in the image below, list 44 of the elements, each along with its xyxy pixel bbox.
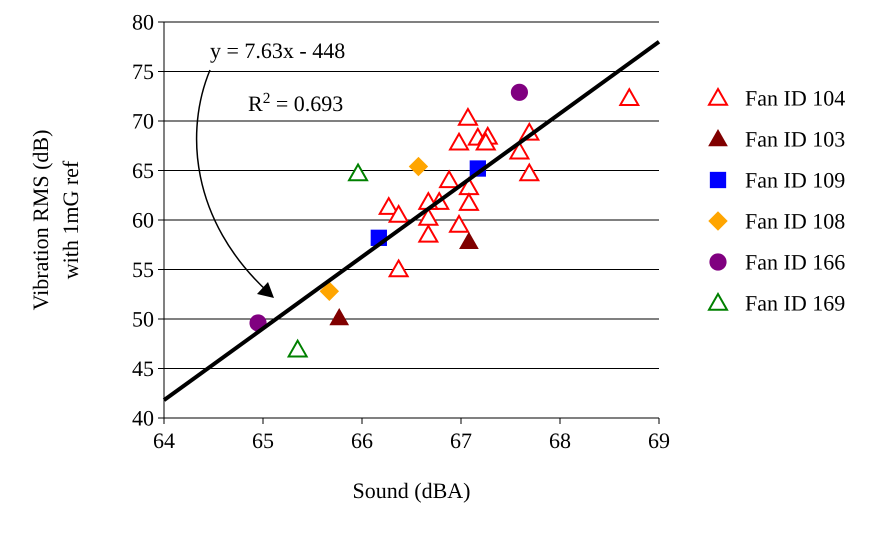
x-tick-label: 67: [450, 428, 472, 453]
y-tick-label: 45: [132, 356, 154, 382]
point: [449, 214, 470, 233]
annotation: y = 7.63x - 448: [210, 38, 346, 63]
x-tick-label: 64: [153, 428, 175, 453]
legend-label: Fan ID 104: [745, 86, 846, 111]
annotation: R$^{2}$ = 0.693: [248, 90, 344, 116]
point: [418, 224, 438, 243]
y-tick-label: 40: [132, 406, 154, 431]
x-tick-label: 69: [648, 428, 670, 453]
point: [458, 108, 478, 126]
x-tick-label: 66: [351, 428, 373, 453]
legend-label: Fan ID 169: [745, 290, 846, 316]
y-tick-label: 60: [132, 208, 154, 233]
point: [619, 88, 640, 106]
y-tick-label: 55: [132, 257, 154, 282]
point: [330, 308, 349, 326]
point: [418, 208, 438, 226]
point: [449, 132, 470, 151]
x-axis-title: Sound (dBA): [352, 478, 470, 503]
y-axis-title: Vibration RMS (dB) with 1mG ref: [28, 130, 83, 310]
point: [519, 163, 540, 182]
legend-label: Fan ID 109: [745, 168, 846, 193]
legend-label: Fan ID 166: [745, 250, 846, 275]
point: [348, 163, 368, 182]
point: [476, 132, 496, 151]
y-tick-label: 80: [132, 10, 154, 35]
point: [459, 232, 478, 250]
point: [320, 282, 339, 301]
point: [510, 84, 528, 101]
y-tick-label: 70: [132, 108, 154, 134]
legend-label: Fan ID 103: [745, 126, 846, 152]
point: [288, 340, 308, 358]
legend-label: Fan ID 108: [745, 208, 846, 234]
x-tick-label: 65: [252, 428, 274, 453]
point: [408, 157, 428, 176]
x-tick-label: 68: [549, 428, 571, 453]
y-tick-label: 75: [132, 59, 154, 84]
point: [458, 193, 479, 211]
point: [388, 205, 409, 223]
point: [388, 260, 409, 278]
y-tick-label: 65: [132, 158, 154, 184]
y-tick-label: 50: [132, 306, 154, 332]
point: [439, 170, 460, 188]
